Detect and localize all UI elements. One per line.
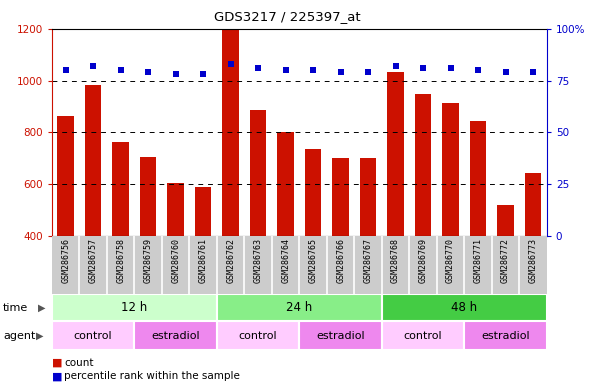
Text: GSM286771: GSM286771 [474,238,483,283]
Bar [327,236,354,294]
Text: 48 h: 48 h [452,301,477,314]
Text: GSM286757: GSM286757 [89,238,98,283]
Bar [360,158,376,236]
Point [144,69,153,75]
Bar [415,94,431,236]
Text: control: control [404,331,442,341]
Bar [217,236,244,294]
Point [281,67,291,73]
Bar [244,236,272,294]
Bar [409,236,437,294]
Text: estradiol: estradiol [481,331,530,341]
Bar [107,236,134,294]
Text: GSM286761: GSM286761 [199,238,208,283]
Text: ■: ■ [52,358,62,368]
Bar [57,116,74,236]
Text: GSM286766: GSM286766 [336,238,345,283]
Text: estradiol: estradiol [316,331,365,341]
Text: time: time [3,303,28,313]
Point [171,71,181,78]
Bar [52,321,134,350]
Point [309,67,318,73]
Bar [167,183,184,236]
Text: 24 h: 24 h [287,301,312,314]
Text: GSM286758: GSM286758 [116,238,125,283]
Point [116,67,126,73]
Bar [332,158,349,236]
Bar [525,173,541,236]
Bar [387,71,404,236]
Bar [519,236,547,294]
Text: GSM286770: GSM286770 [446,238,455,283]
Text: estradiol: estradiol [152,331,200,341]
Bar [277,132,294,236]
Text: GSM286772: GSM286772 [501,238,510,283]
Point [529,69,538,75]
Point [363,69,373,75]
Bar [52,236,79,294]
Bar [222,30,239,236]
Bar [492,236,519,294]
Bar [195,187,211,236]
Bar [217,321,299,350]
Text: GSM286763: GSM286763 [254,238,263,283]
Bar [305,149,321,236]
Bar [112,142,129,236]
Point [336,69,346,75]
Bar [85,84,101,236]
Bar [470,121,486,236]
Bar [134,236,162,294]
Text: ■: ■ [52,371,62,381]
Text: GSM286765: GSM286765 [309,238,318,283]
Bar [299,236,327,294]
Bar [140,157,156,236]
Point [446,65,456,71]
Text: GSM286768: GSM286768 [391,238,400,283]
Text: GSM286767: GSM286767 [364,238,373,283]
Bar [52,294,217,321]
Bar [354,236,382,294]
Point [254,65,263,71]
Bar [272,236,299,294]
Text: GSM286769: GSM286769 [419,238,428,283]
Bar [299,321,382,350]
Point [198,71,208,78]
Bar [162,236,189,294]
Point [226,61,236,67]
Point [61,67,71,73]
Text: GSM286756: GSM286756 [61,238,70,283]
Text: GSM286764: GSM286764 [281,238,290,283]
Bar [217,294,382,321]
Text: ▶: ▶ [36,331,43,341]
Text: GSM286773: GSM286773 [529,238,538,283]
Text: agent: agent [3,331,35,341]
Bar [464,321,547,350]
Text: percentile rank within the sample: percentile rank within the sample [64,371,240,381]
Bar [442,103,459,236]
Text: ▶: ▶ [38,303,45,313]
Text: control: control [239,331,277,341]
Point [89,63,98,69]
Text: GSM286760: GSM286760 [171,238,180,283]
Text: GSM286762: GSM286762 [226,238,235,283]
Text: GSM286759: GSM286759 [144,238,153,283]
Text: control: control [74,331,112,341]
Point [474,67,483,73]
Bar [382,321,464,350]
Point [418,65,428,71]
Bar [134,321,217,350]
Point [391,63,401,69]
Text: count: count [64,358,93,368]
Point [501,69,511,75]
Text: 12 h: 12 h [122,301,147,314]
Bar [437,236,464,294]
Bar [382,236,409,294]
Bar [189,236,217,294]
Bar [382,294,547,321]
Bar [79,236,107,294]
Bar [250,111,266,236]
Bar [497,205,514,236]
Bar [464,236,492,294]
Text: GDS3217 / 225397_at: GDS3217 / 225397_at [214,10,360,23]
